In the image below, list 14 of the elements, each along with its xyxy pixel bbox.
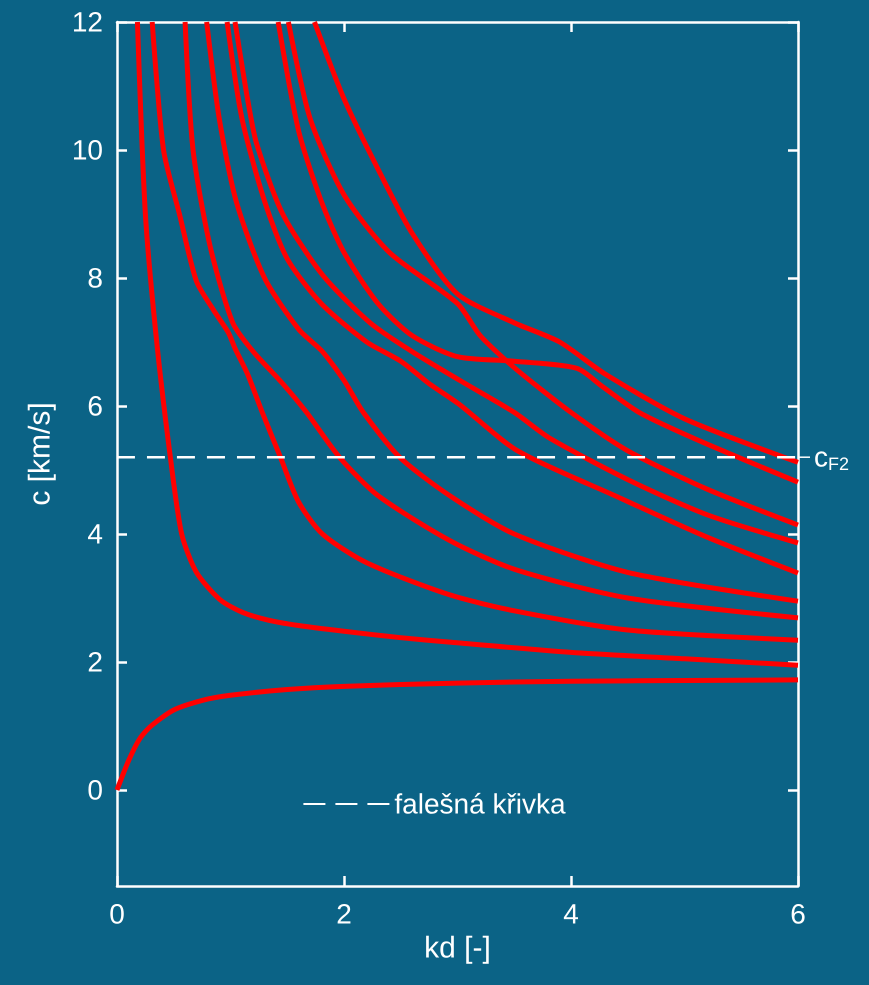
y-tick-label: 8 — [87, 262, 103, 294]
y-tick-label: 10 — [72, 134, 103, 166]
x-tick-label: 6 — [790, 898, 806, 930]
y-tick-label: 2 — [87, 646, 103, 678]
x-tick-label: 4 — [563, 898, 579, 930]
x-tick-label: 2 — [336, 898, 352, 930]
legend-label: falešná křivka — [394, 788, 566, 820]
x-axis-title: kd [-] — [424, 931, 491, 964]
x-tick-label: 0 — [109, 898, 125, 930]
y-tick-label: 6 — [87, 390, 103, 422]
y-axis-title: c [km/s] — [24, 402, 56, 506]
y-tick-label: 0 — [87, 774, 103, 806]
y-tick-label: 12 — [72, 6, 103, 38]
y-tick-label: 4 — [87, 518, 103, 550]
